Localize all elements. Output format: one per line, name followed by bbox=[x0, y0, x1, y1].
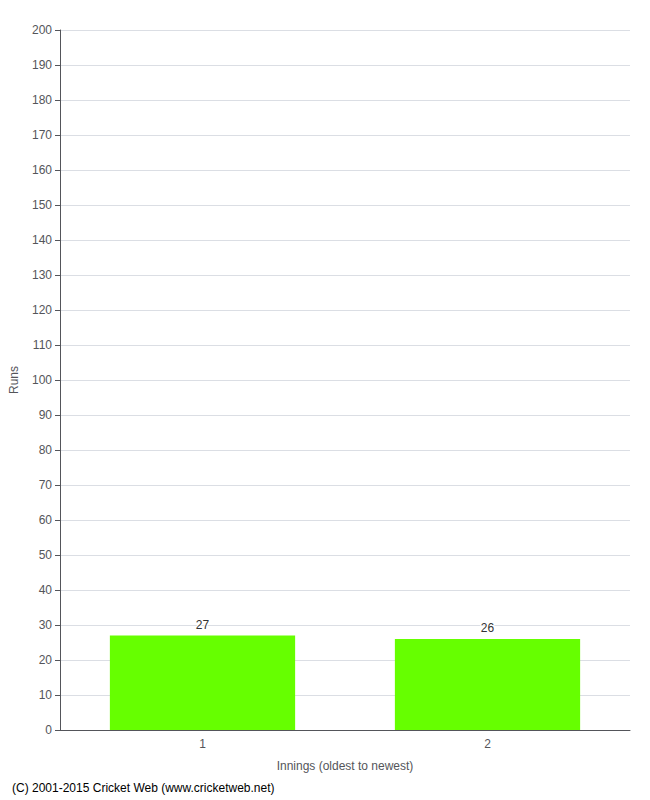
svg-text:(C) 2001-2015 Cricket Web (www: (C) 2001-2015 Cricket Web (www.cricketwe… bbox=[12, 781, 275, 795]
svg-text:1: 1 bbox=[199, 737, 206, 751]
svg-text:27: 27 bbox=[196, 618, 210, 632]
svg-text:10: 10 bbox=[39, 688, 53, 702]
svg-text:190: 190 bbox=[32, 58, 52, 72]
svg-text:60: 60 bbox=[39, 513, 53, 527]
svg-text:200: 200 bbox=[32, 23, 52, 37]
svg-text:Runs: Runs bbox=[7, 366, 21, 394]
svg-text:150: 150 bbox=[32, 198, 52, 212]
svg-text:130: 130 bbox=[32, 268, 52, 282]
svg-text:90: 90 bbox=[39, 408, 53, 422]
svg-text:30: 30 bbox=[39, 618, 53, 632]
svg-text:70: 70 bbox=[39, 478, 53, 492]
svg-text:120: 120 bbox=[32, 303, 52, 317]
svg-text:170: 170 bbox=[32, 128, 52, 142]
svg-text:Innings (oldest to newest): Innings (oldest to newest) bbox=[277, 759, 414, 773]
svg-text:2: 2 bbox=[484, 737, 491, 751]
svg-text:100: 100 bbox=[32, 373, 52, 387]
svg-text:50: 50 bbox=[39, 548, 53, 562]
svg-text:0: 0 bbox=[45, 723, 52, 737]
svg-text:180: 180 bbox=[32, 93, 52, 107]
svg-text:110: 110 bbox=[33, 338, 52, 352]
svg-text:80: 80 bbox=[39, 443, 53, 457]
svg-text:26: 26 bbox=[481, 621, 495, 635]
svg-text:140: 140 bbox=[32, 233, 52, 247]
svg-text:20: 20 bbox=[39, 653, 53, 667]
svg-text:40: 40 bbox=[39, 583, 53, 597]
svg-text:160: 160 bbox=[32, 163, 52, 177]
